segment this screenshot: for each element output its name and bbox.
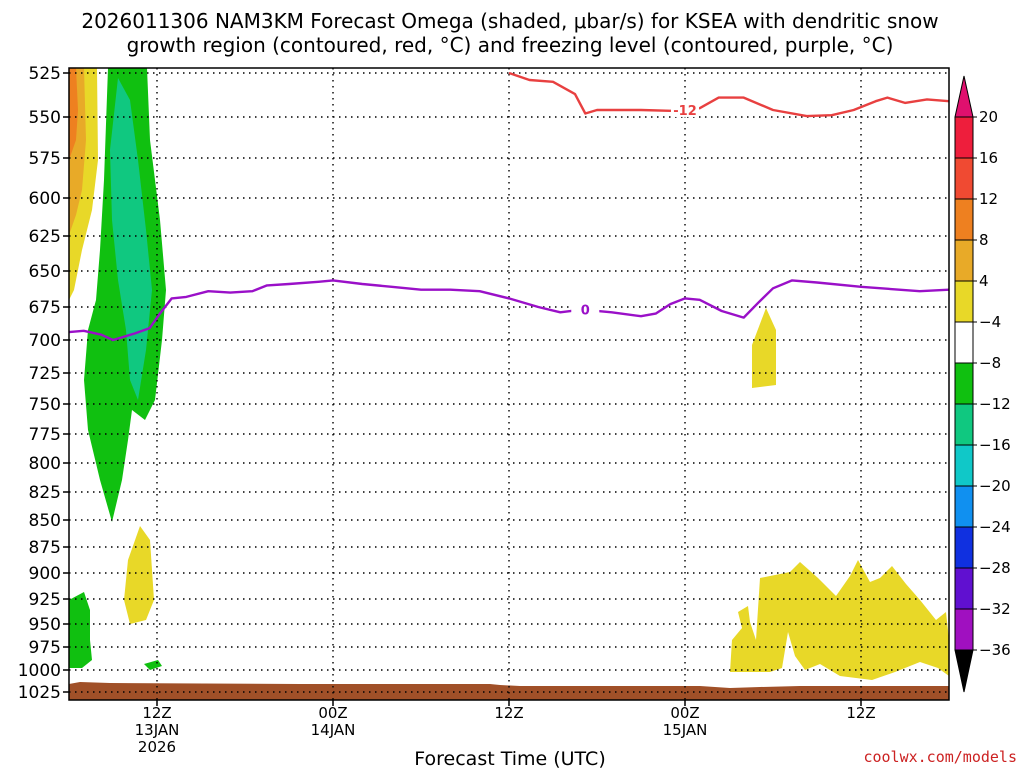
omega-shade-pos-4-8-lowlevel [730,560,949,680]
y-tick-label: 850 [29,511,61,531]
y-tick-label: 875 [29,538,61,558]
colorbar-segment [954,239,974,282]
x-tick-label: 12Z [142,704,171,722]
contour-dendritic-minus12 [508,71,950,118]
contour-label: -12 [673,104,697,119]
colorbar-segment [954,198,974,241]
y-tick-label: 800 [29,454,61,474]
y-tick-label: 675 [29,298,61,318]
colorbar-segment [954,526,974,569]
x-axis-label: Forecast Time (UTC) [414,748,605,768]
y-tick-label: 750 [29,395,61,415]
colorbar-label: −8 [979,354,1001,372]
contour-label-bg [671,101,699,117]
x-tick-label: 00Z [670,704,699,722]
x-tick-label: 12Z [494,704,523,722]
colorbar-segment [954,362,974,405]
y-tick-label: 525 [29,64,61,84]
y-tick-label: 900 [29,564,61,584]
colorbar-label: −24 [979,518,1011,536]
x-tick-label: 00Z [318,704,347,722]
colorbar-segment [954,321,974,364]
contour-label-bg [571,301,600,317]
y-tick-label: 550 [29,108,61,128]
colorbar-label: 4 [979,272,989,290]
colorbar: 20 16 12 8 4 −4 −8 −12 −16 −20 −24 −28 −32 −36 [954,75,1011,693]
y-tick-label: 1025 [18,683,61,703]
omega-shading [69,68,949,680]
colorbar-segment [954,567,974,610]
y-tick-label: 725 [29,364,61,384]
y-tick-label: 775 [29,425,61,445]
colorbar-label: −28 [979,559,1011,577]
omega-shade-pos-4-8-freezing [752,308,776,388]
y-tick-label: 650 [29,262,61,282]
omega-shade-pos-4-8-midlevel [124,526,154,624]
colorbar-label: −20 [979,477,1011,495]
colorbar-label: 12 [979,190,998,208]
colorbar-segment [954,403,974,446]
x-tick-label: 2026 [138,738,176,756]
chart-title-line2: growth region (contoured, red, °C) and f… [127,33,894,57]
y-tick-label: 975 [29,638,61,658]
colorbar-segment [954,280,974,323]
colorbar-label: −16 [979,436,1011,454]
y-tick-label: 700 [29,331,61,351]
credit-text: coolwx.com/models [863,748,1017,766]
colorbar-segment [954,485,974,528]
surface-terrain [69,682,949,700]
x-tick-label: 15JAN [663,721,708,739]
omega-shade-neg-8-12-column [110,78,152,400]
colorbar-bottom-arrow [954,649,974,693]
chart-title-line1: 2026011306 NAM3KM Forecast Omega (shaded… [81,9,938,33]
colorbar-segment [954,444,974,487]
colorbar-label: −36 [979,641,1011,659]
x-tick-label: 14JAN [311,721,356,739]
y-tick-label: 600 [29,189,61,209]
colorbar-label: 16 [979,149,998,167]
contour-label: 0 [581,304,590,319]
colorbar-label: −4 [979,313,1001,331]
omega-shade-pos-12-16-left [69,68,78,160]
y-tick-label: 1000 [18,661,61,681]
colorbar-segment [954,157,974,200]
omega-shade-neg-4-8-lowleft [69,592,92,668]
colorbar-label: 8 [979,231,989,249]
colorbar-label: 20 [979,108,998,126]
x-tick-label: 12Z [846,704,875,722]
colorbar-segment [954,116,974,159]
y-tick-label: 825 [29,483,61,503]
colorbar-label: −12 [979,395,1011,413]
y-axis: 525 550 575 600 625 650 675 700 725 750 775 800 825 8… [18,64,69,703]
gridlines [69,68,949,700]
contour-freezing-level [68,279,950,342]
colorbar-segment [954,608,974,651]
x-tick-label: 13JAN [135,721,180,739]
y-tick-label: 575 [29,149,61,169]
colorbar-top-arrow [954,75,974,118]
colorbar-label: −32 [979,600,1011,618]
contours: -12 0 [68,71,950,342]
y-tick-label: 950 [29,615,61,635]
y-tick-label: 925 [29,590,61,610]
y-tick-label: 625 [29,227,61,247]
